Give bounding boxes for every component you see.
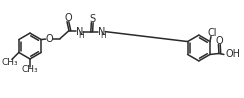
Text: O: O — [45, 34, 53, 44]
Text: Cl: Cl — [207, 28, 217, 38]
Text: H: H — [100, 31, 106, 40]
Text: CH₃: CH₃ — [1, 58, 18, 67]
Text: CH₃: CH₃ — [22, 65, 38, 74]
Text: H: H — [78, 31, 84, 40]
Text: N: N — [76, 27, 84, 37]
Text: S: S — [89, 14, 95, 24]
Text: OH: OH — [226, 49, 241, 59]
Text: N: N — [98, 27, 105, 37]
Text: O: O — [64, 13, 72, 23]
Text: O: O — [216, 36, 223, 46]
